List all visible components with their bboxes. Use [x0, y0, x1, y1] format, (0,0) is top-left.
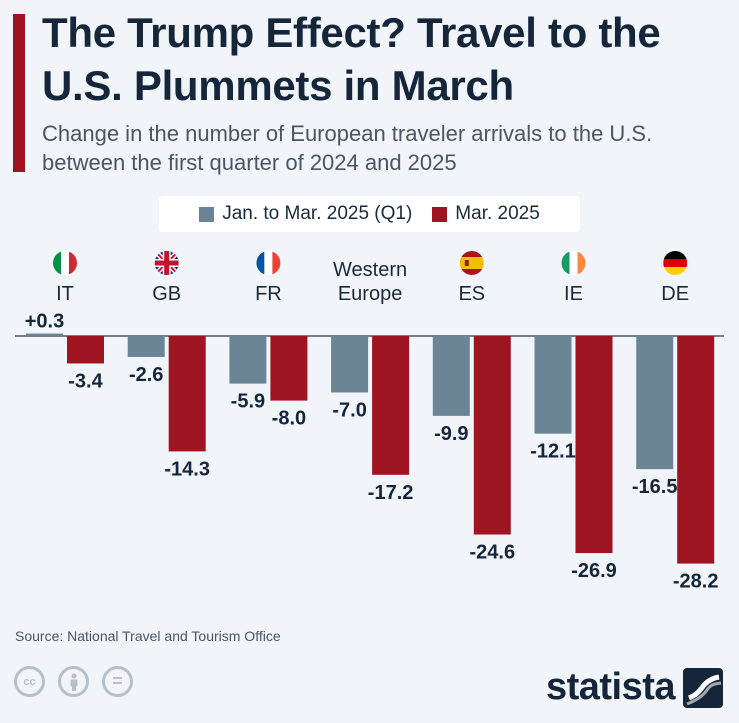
bar-chart: IT +0.3 -3.4 GB -2.6 -14.3 FR -5.9 -8.0 WesternEu…	[15, 251, 724, 593]
category-label: ES	[458, 283, 485, 305]
legend-item-mar: Mar. 2025	[432, 203, 540, 225]
category-label: IE	[564, 283, 583, 305]
bar	[331, 336, 369, 393]
bar	[270, 336, 308, 401]
bar	[372, 336, 410, 475]
bar	[677, 336, 715, 564]
bar	[636, 336, 674, 470]
data-label: -17.2	[368, 482, 414, 504]
attribution-icon	[58, 666, 89, 697]
data-label: -28.2	[673, 571, 719, 593]
category-label: DE	[661, 283, 689, 305]
spain-flag-icon	[459, 251, 484, 275]
uk-flag-icon	[154, 251, 179, 275]
data-label: -24.6	[470, 542, 516, 564]
data-label: -16.5	[632, 476, 678, 498]
bar	[26, 333, 63, 336]
bar	[127, 336, 165, 357]
source-note: Source: National Travel and Tourism Offi…	[15, 628, 281, 644]
ireland-flag-icon	[561, 251, 586, 275]
germany-flag-icon	[663, 251, 688, 275]
data-label: -5.9	[231, 391, 265, 413]
legend-label-mar: Mar. 2025	[455, 203, 540, 224]
data-label: +0.3	[25, 311, 64, 333]
license-icons: cc =	[14, 666, 133, 697]
bar	[229, 336, 267, 384]
statista-logo-icon	[683, 667, 723, 708]
data-label: -2.6	[129, 364, 163, 386]
legend-swatch-q1	[199, 206, 215, 222]
statista-logo: statista	[546, 666, 723, 709]
legend-item-q1: Jan. to Mar. 2025 (Q1)	[199, 203, 412, 225]
data-label: -14.3	[164, 458, 210, 480]
logo-text: statista	[545, 666, 676, 708]
data-label: -26.9	[571, 560, 617, 582]
bar	[432, 336, 470, 416]
france-flag-icon	[256, 251, 281, 275]
category-label: IT	[56, 283, 74, 305]
bar	[575, 336, 613, 554]
category-label: Western	[333, 259, 407, 281]
category-label: FR	[255, 283, 282, 305]
data-label: -12.1	[530, 441, 576, 463]
data-label: -7.0	[332, 399, 366, 421]
bar	[67, 336, 104, 364]
bar	[168, 336, 206, 452]
bar	[473, 336, 511, 535]
data-label: -9.9	[434, 423, 468, 445]
accent-bar	[13, 14, 25, 172]
category-label: GB	[152, 283, 181, 305]
page-subtitle: Change in the number of European travele…	[42, 121, 653, 175]
page-title: The Trump Effect? Travel to the U.S. Plu…	[42, 9, 661, 109]
data-label: -8.0	[272, 408, 306, 430]
legend-label-q1: Jan. to Mar. 2025 (Q1)	[222, 203, 413, 224]
no-derivatives-icon: =	[102, 666, 133, 697]
data-label: -3.4	[68, 370, 103, 392]
creative-commons-icon: cc	[14, 666, 45, 697]
chart-legend: Jan. to Mar. 2025 (Q1) Mar. 2025	[159, 196, 580, 232]
bar	[534, 336, 572, 434]
legend-swatch-mar	[432, 206, 448, 222]
italy-flag-icon	[53, 251, 77, 275]
category-label: Europe	[338, 283, 403, 305]
